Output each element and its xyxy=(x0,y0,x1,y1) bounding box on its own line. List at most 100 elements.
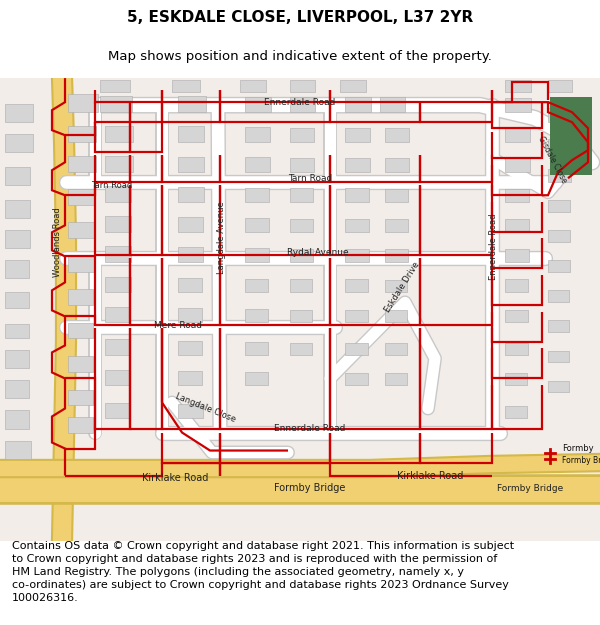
Text: Eskdale Drive: Eskdale Drive xyxy=(383,261,421,314)
Bar xyxy=(245,342,268,356)
Bar xyxy=(290,128,314,142)
Bar xyxy=(178,96,206,112)
Bar xyxy=(105,371,130,386)
Bar xyxy=(245,218,269,232)
Bar xyxy=(245,158,270,172)
Bar xyxy=(68,323,93,338)
Bar xyxy=(68,356,93,372)
Bar xyxy=(290,80,315,92)
Bar xyxy=(385,189,408,202)
Bar xyxy=(172,80,200,92)
Bar xyxy=(385,311,407,322)
Bar xyxy=(345,219,369,232)
Text: Langdale Close: Langdale Close xyxy=(173,392,236,424)
Bar xyxy=(345,188,369,202)
Bar xyxy=(68,391,93,406)
Bar xyxy=(178,248,203,262)
Bar xyxy=(5,324,29,338)
Bar xyxy=(385,343,407,356)
Bar xyxy=(345,374,368,386)
Text: Mere Road: Mere Road xyxy=(154,321,202,330)
Bar xyxy=(548,200,570,212)
Bar xyxy=(340,80,366,92)
Bar xyxy=(5,134,33,152)
Text: Woodlands Road: Woodlands Road xyxy=(53,208,62,278)
Bar xyxy=(100,96,132,112)
Bar xyxy=(505,219,529,232)
Bar xyxy=(5,411,29,429)
Bar xyxy=(385,219,408,232)
Bar xyxy=(548,321,569,332)
Bar xyxy=(505,311,528,322)
Bar xyxy=(5,104,33,122)
Bar xyxy=(68,94,98,112)
Bar xyxy=(5,441,31,459)
Bar xyxy=(105,339,130,356)
Bar xyxy=(178,217,203,232)
Text: Formby Bridge: Formby Bridge xyxy=(274,482,346,492)
Bar xyxy=(105,404,130,419)
Text: Formby: Formby xyxy=(562,444,593,453)
Bar xyxy=(105,278,131,292)
Bar xyxy=(105,186,131,202)
Text: Ennerdale Road: Ennerdale Road xyxy=(265,98,335,107)
Bar xyxy=(505,249,529,262)
Bar xyxy=(178,126,204,142)
Bar xyxy=(105,308,130,322)
Bar xyxy=(68,156,96,172)
Bar xyxy=(245,127,270,142)
Text: Formby Bridge: Formby Bridge xyxy=(562,456,600,465)
Bar xyxy=(548,108,572,122)
Bar xyxy=(505,279,528,292)
Bar xyxy=(100,80,130,92)
Bar xyxy=(345,311,368,322)
Bar xyxy=(5,292,29,308)
Bar xyxy=(5,168,30,185)
Bar xyxy=(505,128,530,142)
Bar xyxy=(68,222,94,238)
Text: Ennerdale Road: Ennerdale Road xyxy=(490,214,499,281)
Text: Kirklake Road: Kirklake Road xyxy=(397,471,463,481)
Text: Langdale Avenue: Langdale Avenue xyxy=(218,202,227,274)
Bar xyxy=(505,343,528,356)
Bar xyxy=(505,80,531,92)
Bar xyxy=(178,371,202,386)
Bar xyxy=(290,188,313,202)
Bar xyxy=(505,158,530,172)
Bar xyxy=(245,188,269,202)
Bar xyxy=(5,381,29,399)
Bar xyxy=(240,80,266,92)
Bar xyxy=(68,256,94,272)
Text: Formby Bridge: Formby Bridge xyxy=(497,484,563,492)
Bar xyxy=(245,372,268,386)
Bar xyxy=(178,188,204,202)
Bar xyxy=(105,156,133,172)
Bar xyxy=(5,351,29,369)
Bar xyxy=(548,80,572,92)
Bar xyxy=(345,343,368,356)
Bar xyxy=(290,249,313,262)
Bar xyxy=(505,374,527,386)
Bar xyxy=(548,139,571,152)
Text: Contains OS data © Crown copyright and database right 2021. This information is : Contains OS data © Crown copyright and d… xyxy=(12,541,514,603)
Bar xyxy=(505,189,529,202)
Bar xyxy=(548,351,569,362)
Bar xyxy=(290,343,312,356)
Bar xyxy=(385,249,408,262)
Bar xyxy=(385,281,407,292)
Bar xyxy=(178,341,202,356)
Bar xyxy=(548,261,570,272)
Bar xyxy=(178,278,202,292)
Bar xyxy=(505,98,531,112)
Text: 5, ESKDALE CLOSE, LIVERPOOL, L37 2YR: 5, ESKDALE CLOSE, LIVERPOOL, L37 2YR xyxy=(127,9,473,24)
Bar xyxy=(178,404,203,419)
Bar xyxy=(245,97,271,112)
Text: Tarn Road: Tarn Road xyxy=(91,181,133,190)
Bar xyxy=(345,128,370,142)
Bar xyxy=(105,126,133,142)
Text: Ennerdale Road: Ennerdale Road xyxy=(274,424,346,433)
Bar xyxy=(345,279,368,292)
Bar xyxy=(385,128,409,142)
Bar xyxy=(5,230,30,248)
Bar xyxy=(548,381,569,392)
